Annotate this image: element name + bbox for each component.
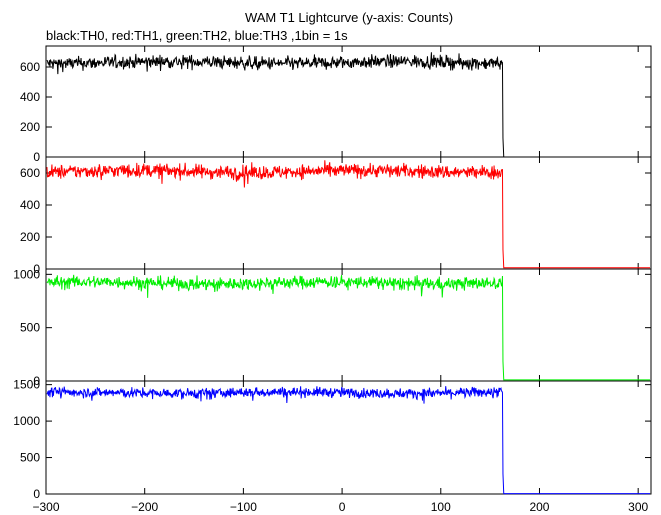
x-tick-label: 100 [431,500,451,514]
x-tick-label: −100 [230,500,257,514]
x-tick-label: 200 [529,500,549,514]
series-line-th0 [46,52,651,158]
panel-frame [45,380,652,495]
series-line-th2 [46,274,651,381]
panel-th1: 0 200 400 600 [20,156,652,276]
y-tick-label: 1000 [13,414,40,428]
y-tick-label: 0 [33,150,40,164]
panel-th3: 0 500 1000 1500 [13,378,652,501]
series-line-th1 [46,160,651,269]
y-tick-label: 200 [20,120,40,134]
y-tick-label: 200 [20,230,40,244]
y-tick-label: 1000 [13,267,40,281]
x-axis: −300 −200 −100 0 100 200 300 [32,500,648,514]
chart-subtitle: black:TH0, red:TH1, green:TH2, blue:TH3 … [46,28,348,43]
y-tick-label: 1500 [13,378,40,392]
x-tick-label: −300 [32,500,59,514]
x-tick-label: −200 [131,500,158,514]
series-line-th3 [46,386,651,495]
panel-th0: 0 200 400 600 [20,45,652,164]
y-tick-label: 400 [20,90,40,104]
y-tick-label: 500 [20,451,40,465]
x-tick-label: 0 [339,500,346,514]
x-tick-label: 300 [628,500,648,514]
y-tick-label: 0 [33,262,40,276]
y-tick-label: 600 [20,166,40,180]
y-tick-label: 0 [33,487,40,501]
y-tick-label: 500 [20,321,40,335]
y-tick-label: 600 [20,60,40,74]
panel-th2: 0 500 1000 [13,267,652,388]
chart-title: WAM T1 Lightcurve (y-axis: Counts) [245,10,453,25]
y-tick-label: 0 [33,374,40,388]
y-tick-label: 400 [20,198,40,212]
